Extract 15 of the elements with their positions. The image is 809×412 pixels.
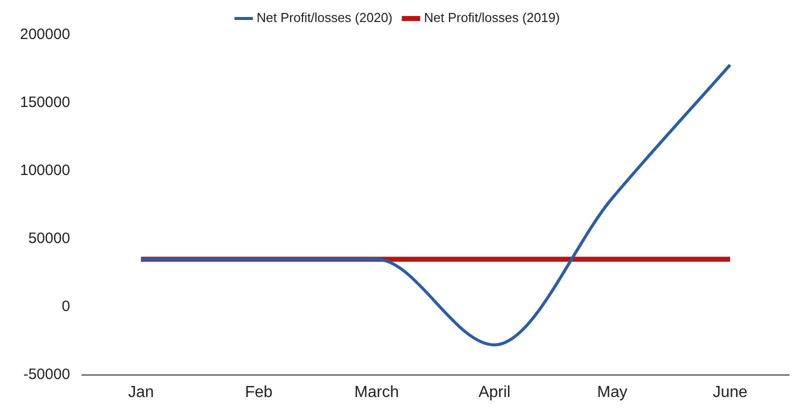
legend-label: Net Profit/losses (2020) [256, 10, 393, 26]
x-tick-label: Feb [245, 384, 273, 401]
x-tick-label: March [354, 384, 399, 401]
legend-label: Net Profit/losses (2019) [424, 10, 560, 26]
x-tick-label: May [597, 384, 628, 401]
y-tick-label: 100000 [20, 162, 70, 180]
line-series [139, 63, 732, 346]
y-tick-label: 50000 [28, 230, 70, 248]
x-tick-label: Jan [128, 384, 154, 401]
y-tick-label: 200000 [20, 26, 70, 44]
y-tick-label: 0 [62, 298, 70, 315]
y-tick-label: -50000 [23, 366, 70, 383]
x-tick-label: June [712, 384, 748, 401]
x-tick-label: April [478, 384, 510, 401]
y-tick-label: 150000 [20, 94, 70, 112]
